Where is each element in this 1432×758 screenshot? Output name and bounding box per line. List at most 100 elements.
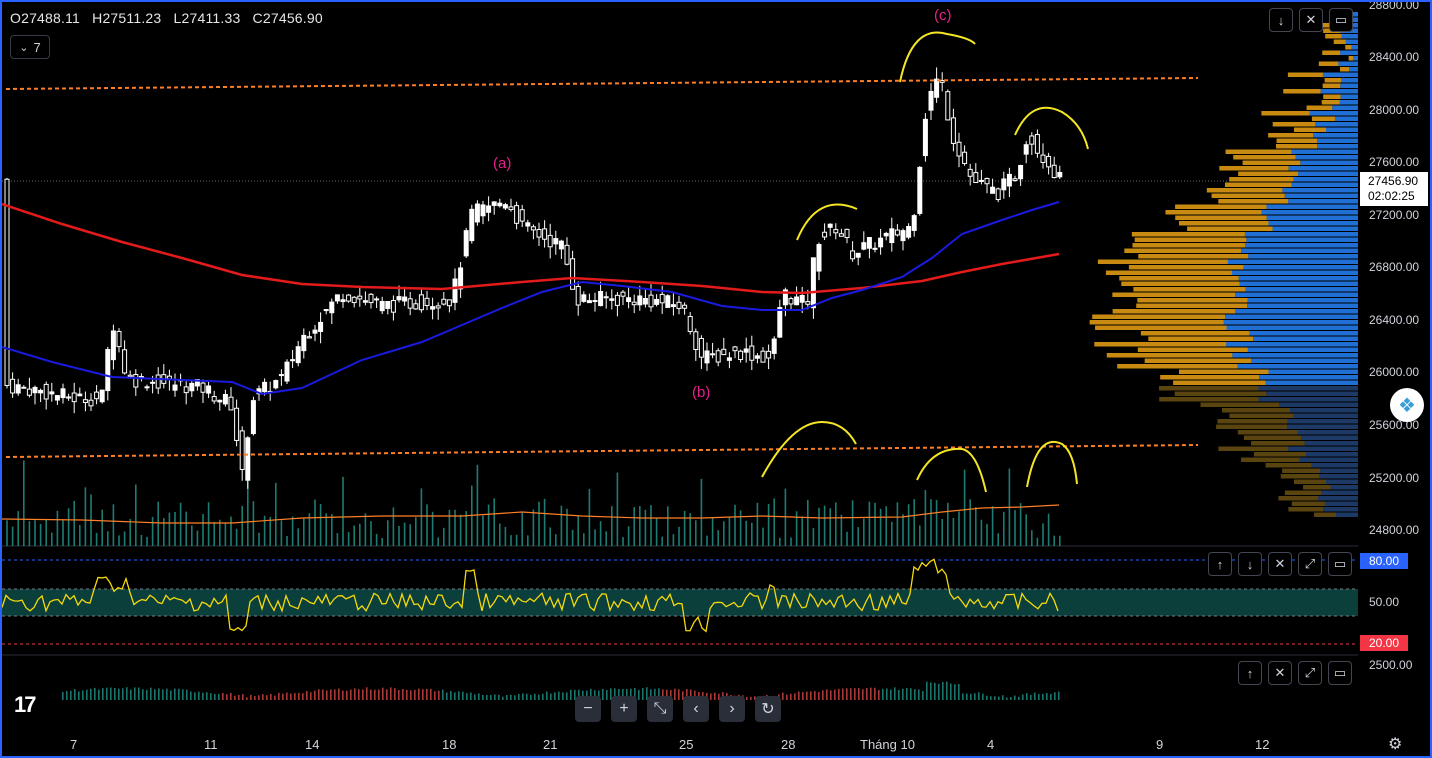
rsi-down-button[interactable]: ↓ <box>1238 552 1262 576</box>
macd-histogram-bar <box>214 694 216 700</box>
candle-body <box>452 278 458 303</box>
indicators-collapse-button[interactable]: ⌄ 7 <box>10 35 50 59</box>
volume-bar <box>409 524 411 546</box>
rsi-maximize-button[interactable]: ⤢ <box>1298 552 1322 576</box>
macd-maximize-button[interactable]: ⤢ <box>1298 661 1322 685</box>
candle-body <box>346 294 352 302</box>
volume-bar <box>275 482 277 546</box>
zoom-in-button[interactable]: + <box>611 696 637 722</box>
annotation-arc <box>899 31 976 83</box>
volume-profile-bar <box>1137 347 1248 352</box>
volume-bar <box>868 501 871 546</box>
macd-close-button[interactable]: ✕ <box>1268 661 1292 685</box>
macd-histogram-bar <box>918 689 920 700</box>
volume-profile-bar <box>1219 166 1289 171</box>
candle-body <box>26 388 32 396</box>
macd-histogram-bar <box>474 694 476 700</box>
candle-body <box>642 298 648 305</box>
current-price-badge: 27456.90 02:02:25 <box>1360 172 1428 206</box>
volume-bar <box>73 500 75 546</box>
macd-histogram-bar <box>638 689 640 700</box>
volume-profile-bar <box>1160 375 1260 380</box>
scroll-right-button[interactable]: › <box>719 696 745 722</box>
zoom-out-button[interactable]: − <box>575 696 601 722</box>
volume-bar <box>224 522 227 546</box>
volume-bar <box>583 533 585 546</box>
volume-profile-bar <box>1233 155 1296 160</box>
candle-body <box>54 395 60 401</box>
volume-bar <box>627 526 630 546</box>
volume-profile-bar <box>1321 100 1340 105</box>
volume-bar <box>935 500 938 546</box>
macd-histogram-bar <box>858 688 860 700</box>
macd-restore-button[interactable]: ▭ <box>1328 661 1352 685</box>
macd-histogram-bar <box>246 697 248 700</box>
volume-bar <box>28 521 31 546</box>
maximize-pane-button[interactable]: ▭ <box>1329 8 1353 32</box>
volume-profile-bar <box>1222 408 1291 413</box>
price-tick: 25200.00 <box>1369 471 1420 485</box>
macd-histogram-bar <box>898 689 900 700</box>
macd-histogram-bar <box>502 696 504 700</box>
macd-histogram-bar <box>590 688 592 700</box>
low-value: L27411.33 <box>173 10 241 26</box>
volume-profile-bar <box>1237 430 1298 435</box>
volume-profile-bar <box>1332 105 1358 110</box>
macd-histogram-bar <box>610 688 612 700</box>
macd-histogram-bar <box>650 689 652 700</box>
gear-icon[interactable]: ⚙ <box>1388 736 1403 753</box>
volume-bar <box>538 501 540 546</box>
candle-body <box>726 357 732 361</box>
candle-body <box>570 258 576 290</box>
candle-body <box>676 301 682 309</box>
volume-profile-bar <box>1225 314 1358 319</box>
volume-bar <box>241 505 243 546</box>
refresh-button[interactable]: ↻ <box>755 696 781 722</box>
volume-profile-bar <box>1225 149 1292 154</box>
candle-body <box>469 208 475 242</box>
macd-histogram-bar <box>790 693 792 700</box>
candle-body <box>183 386 189 394</box>
macd-histogram-bar <box>1054 692 1056 700</box>
rsi-restore-button[interactable]: ▭ <box>1328 552 1352 576</box>
candle-body <box>805 301 811 305</box>
candle-body <box>648 294 654 308</box>
volume-profile-bar <box>1288 166 1358 171</box>
macd-histogram-bar <box>418 688 420 700</box>
scroll-left-button[interactable]: ‹ <box>683 696 709 722</box>
move-down-button[interactable]: ↓ <box>1269 8 1293 32</box>
candle-body <box>917 166 923 214</box>
candle-body <box>144 386 150 389</box>
volume-profile-bar <box>1313 133 1358 138</box>
candle-body <box>234 407 240 441</box>
volume-bar <box>375 533 378 546</box>
rsi-close-button[interactable]: ✕ <box>1268 552 1292 576</box>
candle-body <box>822 231 828 238</box>
candle-body <box>536 229 542 238</box>
rsi-up-button[interactable]: ↑ <box>1208 552 1232 576</box>
macd-histogram-bar <box>366 687 368 700</box>
candle-body <box>71 392 77 403</box>
candle-body <box>239 430 245 470</box>
volume-profile-bar <box>1235 292 1358 297</box>
candle-body <box>1040 154 1046 163</box>
reset-scale-button[interactable]: ⤡ <box>647 696 673 722</box>
chatgpt-icon[interactable]: ❖ <box>1390 388 1424 422</box>
candle-body <box>99 389 105 403</box>
volume-bar <box>807 499 809 546</box>
volume-profile-bar <box>1278 496 1319 501</box>
candle-body <box>446 299 452 307</box>
tradingview-logo[interactable]: 17 <box>14 692 37 717</box>
collapse-pane-button[interactable]: ✕ <box>1299 8 1323 32</box>
candle-body <box>654 298 660 305</box>
volume-profile-bar <box>1283 89 1321 94</box>
macd-histogram-bar <box>230 692 232 700</box>
volume-profile-bar <box>1248 254 1358 259</box>
volume-bar <box>34 520 36 546</box>
macd-histogram-bar <box>1006 697 1008 700</box>
macd-histogram-bar <box>1058 691 1060 700</box>
macd-up-button[interactable]: ↑ <box>1238 661 1262 685</box>
volume-bar <box>286 535 288 546</box>
macd-histogram-bar <box>226 694 228 700</box>
